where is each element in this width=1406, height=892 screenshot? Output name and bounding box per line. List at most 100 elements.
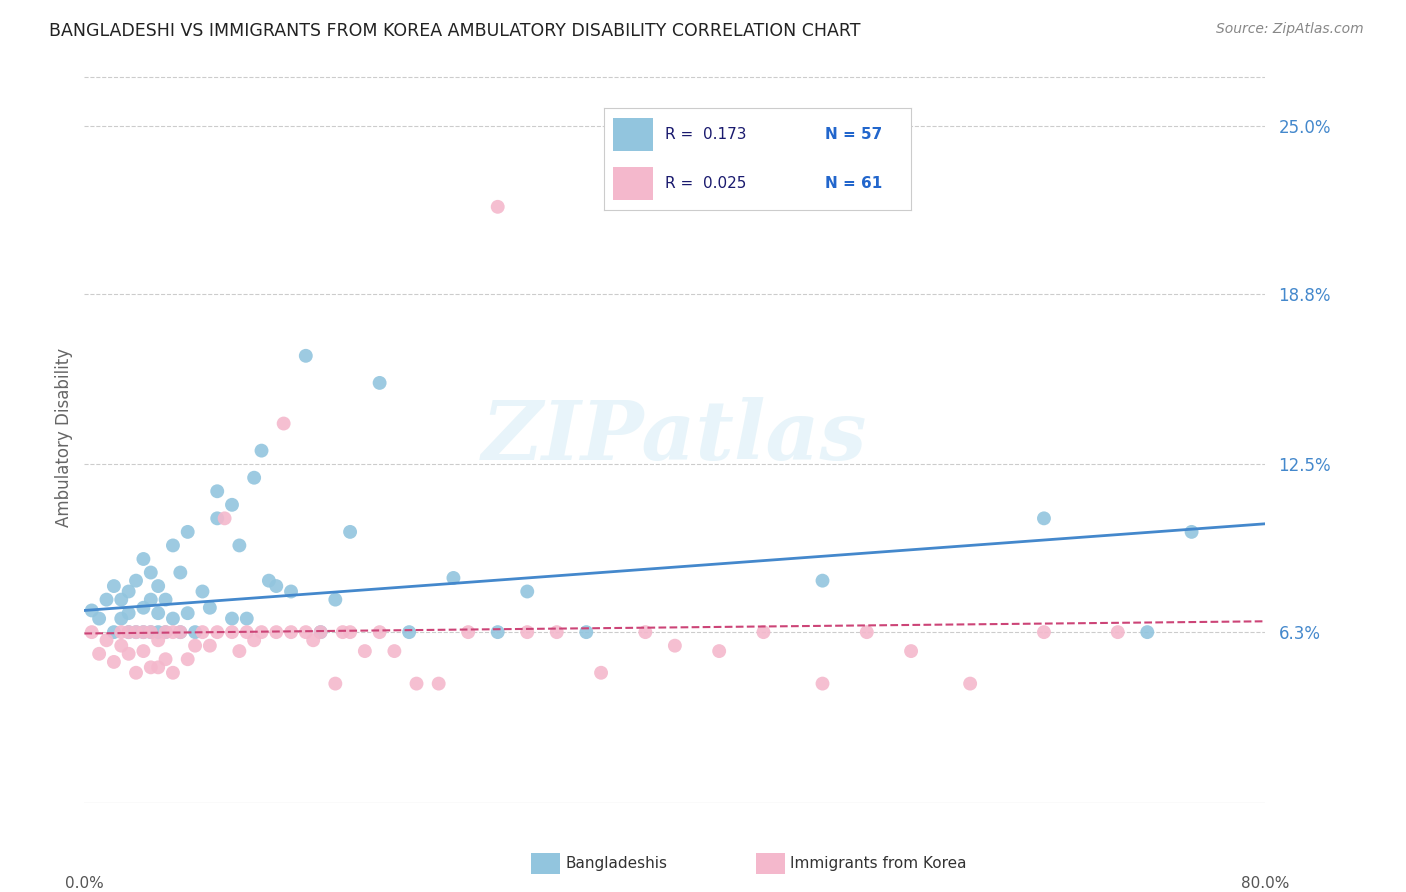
Point: [398, 625, 420, 640]
Point: [221, 611, 243, 625]
Point: [177, 524, 200, 539]
Point: [125, 625, 148, 640]
Point: [184, 639, 207, 653]
Point: [664, 639, 686, 653]
Point: [162, 611, 184, 625]
Point: [1181, 524, 1204, 539]
Point: [339, 625, 361, 640]
Point: [139, 592, 162, 607]
Point: [148, 579, 170, 593]
Point: [368, 376, 391, 390]
Point: [169, 625, 191, 640]
Point: [155, 625, 177, 640]
Point: [148, 606, 170, 620]
Point: [221, 625, 243, 640]
Point: [575, 625, 598, 640]
Point: [236, 611, 259, 625]
Point: [811, 676, 834, 690]
Point: [1136, 625, 1159, 640]
Y-axis label: Ambulatory Disability: Ambulatory Disability: [55, 348, 73, 526]
Point: [236, 625, 259, 640]
Point: [457, 625, 479, 640]
Text: Bangladeshis: Bangladeshis: [565, 856, 668, 871]
Point: [162, 538, 184, 552]
Point: [250, 443, 273, 458]
Point: [191, 625, 214, 640]
Point: [486, 625, 509, 640]
Point: [443, 571, 465, 585]
Point: [280, 584, 302, 599]
Point: [103, 625, 125, 640]
Point: [177, 606, 200, 620]
Point: [302, 633, 325, 648]
Point: [325, 592, 347, 607]
Point: [169, 566, 191, 580]
Point: [80, 625, 103, 640]
Point: [125, 665, 148, 680]
Point: [87, 647, 111, 661]
Point: [125, 574, 148, 588]
Point: [148, 660, 170, 674]
Point: [162, 625, 184, 640]
Point: [191, 584, 214, 599]
Point: [118, 625, 141, 640]
Point: [148, 633, 170, 648]
Point: [118, 647, 141, 661]
Point: [103, 655, 125, 669]
Point: [110, 639, 132, 653]
Point: [332, 625, 354, 640]
Point: [155, 652, 177, 666]
Point: [169, 625, 191, 640]
Point: [382, 644, 406, 658]
Point: [132, 600, 155, 615]
Point: [207, 484, 229, 499]
Point: [177, 652, 200, 666]
Point: [325, 676, 347, 690]
Point: [427, 676, 450, 690]
Point: [228, 644, 250, 658]
Point: [856, 625, 879, 640]
Point: [752, 625, 775, 640]
Point: [295, 349, 318, 363]
Point: [486, 200, 509, 214]
Point: [110, 625, 132, 640]
Point: [354, 644, 377, 658]
Point: [118, 625, 141, 640]
Point: [309, 625, 332, 640]
Point: [1107, 625, 1129, 640]
Point: [516, 584, 538, 599]
Point: [368, 625, 391, 640]
Point: [221, 498, 243, 512]
Text: ZIPatlas: ZIPatlas: [482, 397, 868, 477]
Point: [132, 552, 155, 566]
Point: [266, 579, 288, 593]
Point: [139, 566, 162, 580]
Point: [118, 606, 141, 620]
Point: [155, 592, 177, 607]
Point: [250, 625, 273, 640]
Point: [900, 644, 922, 658]
Point: [243, 633, 266, 648]
Point: [96, 592, 118, 607]
Text: Source: ZipAtlas.com: Source: ZipAtlas.com: [1216, 22, 1364, 37]
Point: [155, 625, 177, 640]
Point: [546, 625, 568, 640]
Text: 80.0%: 80.0%: [1241, 876, 1289, 891]
Point: [1033, 625, 1056, 640]
Point: [516, 625, 538, 640]
Point: [295, 625, 318, 640]
Text: BANGLADESHI VS IMMIGRANTS FROM KOREA AMBULATORY DISABILITY CORRELATION CHART: BANGLADESHI VS IMMIGRANTS FROM KOREA AMB…: [49, 22, 860, 40]
Point: [110, 611, 132, 625]
Point: [198, 639, 221, 653]
Point: [118, 584, 141, 599]
Point: [591, 665, 613, 680]
Point: [139, 625, 162, 640]
Text: Immigrants from Korea: Immigrants from Korea: [790, 856, 967, 871]
Point: [184, 625, 207, 640]
Point: [811, 574, 834, 588]
Point: [266, 625, 288, 640]
Point: [132, 625, 155, 640]
Point: [405, 676, 427, 690]
Point: [207, 511, 229, 525]
Point: [214, 511, 236, 525]
